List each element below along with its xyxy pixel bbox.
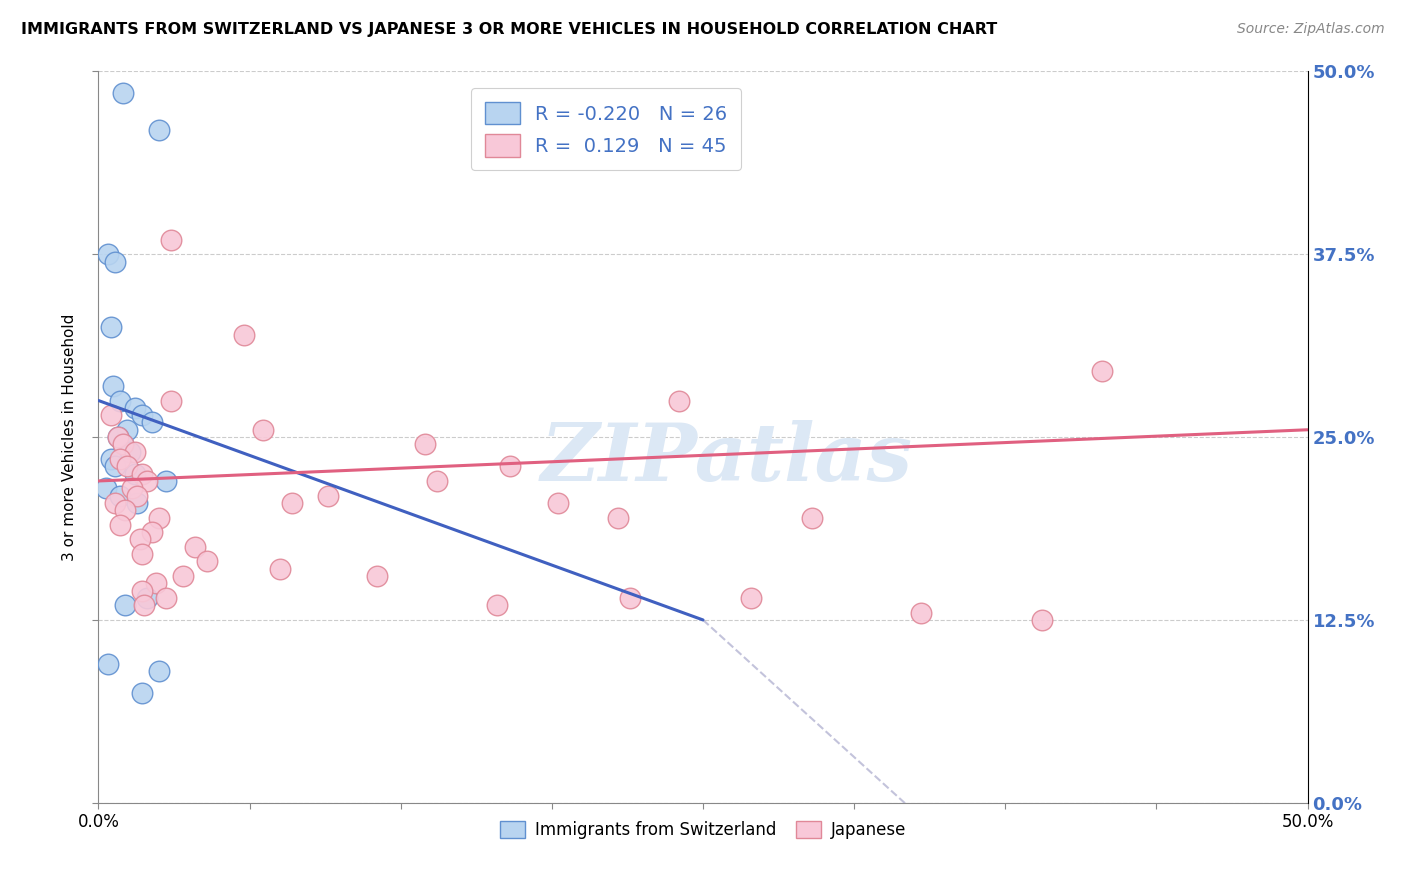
Legend: Immigrants from Switzerland, Japanese: Immigrants from Switzerland, Japanese [494, 814, 912, 846]
Point [366, 569, 388, 583]
Point [124, 444, 146, 458]
Point [426, 474, 449, 488]
Point [148, 510, 170, 524]
Point [94, 481, 117, 495]
Point [141, 416, 163, 430]
Point [111, 437, 134, 451]
Point [184, 540, 207, 554]
Point [172, 569, 194, 583]
Point [118, 444, 141, 458]
Point [131, 467, 153, 481]
Point [160, 233, 183, 247]
Point [413, 437, 436, 451]
Point [100, 452, 122, 467]
Point [607, 510, 630, 524]
Point [127, 496, 149, 510]
Point [668, 393, 690, 408]
Point [155, 591, 177, 605]
Point [910, 606, 932, 620]
Point [100, 320, 122, 334]
Point [108, 452, 131, 467]
Text: ZIPatlas: ZIPatlas [541, 420, 914, 498]
Point [104, 496, 127, 510]
Point [281, 496, 304, 510]
Point [121, 481, 143, 495]
Point [145, 576, 167, 591]
Point [104, 459, 127, 474]
Point [97, 657, 120, 671]
Point [114, 599, 136, 613]
Point [131, 547, 153, 561]
Point [97, 247, 120, 261]
Point [107, 430, 129, 444]
Point [111, 87, 134, 101]
Point [619, 591, 641, 605]
Point [101, 379, 124, 393]
Point [740, 591, 762, 605]
Point [155, 474, 177, 488]
Point [117, 459, 139, 474]
Point [131, 686, 153, 700]
Point [134, 599, 156, 613]
Point [486, 599, 509, 613]
Point [124, 467, 146, 481]
Point [498, 459, 520, 474]
Point [141, 525, 163, 540]
Point [117, 423, 139, 437]
Point [107, 430, 129, 444]
Point [108, 517, 131, 532]
Point [114, 503, 136, 517]
Point [127, 489, 149, 503]
Point [135, 474, 157, 488]
Point [111, 437, 134, 451]
Point [148, 664, 170, 678]
Point [131, 408, 153, 422]
Point [252, 423, 274, 437]
Point [232, 327, 254, 342]
Point [104, 254, 127, 268]
Point [148, 123, 170, 137]
Point [800, 510, 823, 524]
Point [316, 489, 339, 503]
Point [108, 393, 131, 408]
Point [547, 496, 569, 510]
Point [124, 401, 146, 415]
Text: IMMIGRANTS FROM SWITZERLAND VS JAPANESE 3 OR MORE VEHICLES IN HOUSEHOLD CORRELAT: IMMIGRANTS FROM SWITZERLAND VS JAPANESE … [21, 22, 997, 37]
Y-axis label: 3 or more Vehicles in Household: 3 or more Vehicles in Household [62, 313, 77, 561]
Point [128, 533, 150, 547]
Point [195, 554, 218, 568]
Point [160, 393, 183, 408]
Point [131, 583, 153, 598]
Point [269, 562, 291, 576]
Point [108, 489, 131, 503]
Point [135, 591, 157, 605]
Text: Source: ZipAtlas.com: Source: ZipAtlas.com [1237, 22, 1385, 37]
Point [1091, 364, 1114, 378]
Point [100, 408, 122, 422]
Point [1031, 613, 1053, 627]
